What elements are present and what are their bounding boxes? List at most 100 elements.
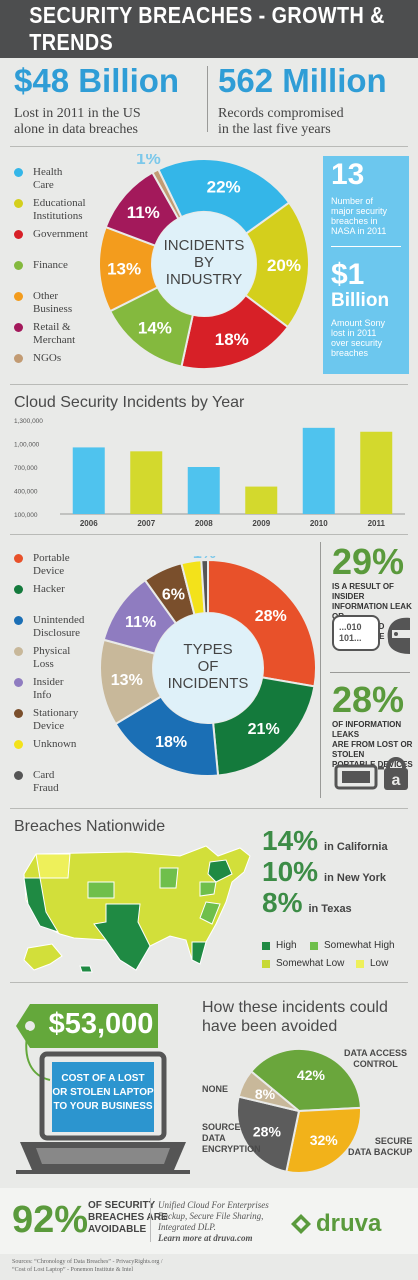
industry-legend-label: NGOs (33, 352, 61, 365)
types-legend-label-line1: Insider (33, 676, 64, 688)
insider-person-icon (387, 617, 410, 654)
sdb-line-2: DATA BACKUP (348, 1147, 413, 1157)
industry-legend-swatch (14, 323, 23, 332)
industry-slice-label: 13% (107, 259, 141, 278)
cloud-chart-title: Cloud Security Incidents by Year (14, 394, 245, 411)
header-banner: SECURITY BREACHES - GROWTH & TRENDS (0, 0, 418, 58)
industry-legend-label: Health Care (33, 166, 62, 192)
nation-title: Breaches Nationwide (14, 818, 166, 835)
industry-center-label: INCIDENTS (164, 237, 245, 254)
footer-band (0, 1188, 418, 1254)
nation-stat-label: in Texas (308, 903, 352, 915)
types-legend-swatch (14, 554, 23, 563)
types-slice-label: 11% (125, 614, 156, 631)
types-slice-label: 3% (178, 556, 201, 557)
druva-link[interactable]: Learn more at druva.com (158, 1233, 253, 1243)
types-legend-label-line1: Unintended (33, 614, 85, 626)
industry-slice-label: 14% (138, 318, 172, 337)
industry-legend-label-line1: Health (33, 166, 63, 178)
types-legend-item: Stationary Device (14, 707, 78, 733)
types-legend-label-line1: Hacker (33, 583, 65, 595)
divider (10, 534, 408, 535)
types-section: Portable Device Hacker Unintended Disclosure… (0, 540, 418, 802)
nation-legend-label: Somewhat Low (276, 958, 345, 969)
types-legend-label: Portable Device (33, 552, 70, 578)
sources: Sources: “Chronology of Data Breaches” -… (12, 1258, 163, 1274)
nation-legend-swatch (356, 959, 364, 968)
nasa-caption-line-2: major security (331, 206, 388, 216)
nation-stat-row: 14% in California (262, 826, 388, 856)
sde-line-3: ENCRYPTION (202, 1144, 261, 1154)
nation-legend-item: Low (356, 958, 388, 969)
types-center (153, 613, 263, 723)
bar-2010 (302, 427, 335, 514)
nasa-caption-line-3: breaches in (331, 216, 378, 226)
laptop-caption-line-1: COST OF A LOST (61, 1073, 145, 1084)
stat-records-line2: in the last five years (218, 122, 331, 137)
types-legend-swatch (14, 678, 23, 687)
avoided-slice (236, 1095, 301, 1173)
laptop-caption-line-2: OR STOLEN LAPTOP (52, 1087, 154, 1098)
types-legend-label-line1: Unknown (33, 738, 77, 750)
footer: 92% OF SECURITY BREACHES ARE AVOIDABLE Uni… (0, 1188, 418, 1280)
types-legend-label-line1: Card (33, 769, 55, 781)
types-legend-label: Unknown (33, 738, 76, 751)
sony-amount-unit: Billion (331, 290, 390, 311)
locked-laptop-icon: a (334, 757, 408, 790)
stat-loss-caption: Lost in 2011 in the US alone in data bre… (14, 106, 141, 138)
label-secure-data-backup: SECURE DATA BACKUP (348, 1136, 412, 1158)
nation-stat-pct: 8% (262, 887, 303, 918)
stat-records-caption: Records compromised in the last five yea… (218, 106, 344, 138)
insider-caption-line-1: IS A RESULT OF INSIDER (332, 582, 394, 601)
nation-legend-item: Somewhat High (310, 940, 395, 951)
label-source-data-encryption: SOURCE DATA ENCRYPTION (202, 1122, 261, 1155)
industry-legend-item: Health Care (14, 166, 62, 192)
x-tick-label: 2006 (80, 519, 98, 528)
divider (320, 542, 321, 798)
nasa-caption-line-1: Number of (331, 196, 374, 206)
page-title: SECURITY BREACHES - GROWTH & TRENDS (29, 2, 385, 55)
code-line-1: ...010 (339, 622, 362, 632)
y-tick-label: 100,000 (14, 512, 38, 519)
divider (150, 1198, 151, 1242)
nation-legend-swatch (262, 959, 270, 968)
types-legend-item: Unintended Disclosure (14, 614, 84, 640)
industry-section: Health Care Educational Institutions Governm… (0, 150, 418, 380)
druva-info-line-2: Backup, Secure File Sharing, (158, 1211, 264, 1221)
industry-legend-item: Educational Institutions (14, 197, 86, 223)
types-legend-label-line1: Stationary (33, 707, 79, 719)
types-legend-item: Unknown (14, 738, 76, 751)
types-legend-label-line2: Loss (33, 658, 54, 670)
types-legend-label-line1: Portable (33, 552, 70, 564)
types-legend-swatch (14, 585, 23, 594)
industry-slice-label: 20% (267, 256, 301, 275)
druva-logo: druva (290, 1210, 381, 1238)
industry-legend-item: Government (14, 228, 88, 241)
nation-legend-label: Low (370, 958, 389, 969)
industry-legend-swatch (14, 354, 23, 363)
types-legend-label-line2: Info (33, 689, 52, 701)
types-legend-swatch (14, 616, 23, 625)
nation-legend-swatch (310, 941, 318, 950)
druva-info-line-3: Integrated DLP. (158, 1222, 216, 1232)
types-legend-label: Physical Loss (33, 645, 70, 671)
portable-caption-line-2: ARE FROM LOST OR STOLEN (332, 740, 413, 759)
nation-legend-label: Somewhat High (324, 940, 395, 951)
types-legend-label: Card Fraud (33, 769, 59, 795)
avoided-slice-label: 32% (310, 1132, 339, 1148)
types-slice-label: 18% (155, 734, 187, 751)
dac-line-2: CONTROL (353, 1059, 398, 1069)
types-legend-swatch (14, 771, 23, 780)
sony-caption-line-1: Amount Sony (331, 318, 386, 328)
druva-mark-icon (291, 1214, 311, 1234)
industry-legend-label: Educational Institutions (33, 197, 86, 223)
nation-legend-label: High (276, 940, 297, 951)
laptop-caption-line-3: TO YOUR BUSINESS (53, 1101, 153, 1112)
stat-records-line1: Records compromised (218, 106, 344, 121)
industry-legend-label-line1: Government (33, 228, 88, 240)
industry-slice-label: 1% (136, 154, 161, 168)
nation-legend-item: Somewhat Low (262, 958, 344, 969)
avoided-title: How these incidents could have been avoi… (202, 998, 388, 1036)
avoided-pie-chart: 42% 32% 28% 8% (236, 1048, 362, 1174)
